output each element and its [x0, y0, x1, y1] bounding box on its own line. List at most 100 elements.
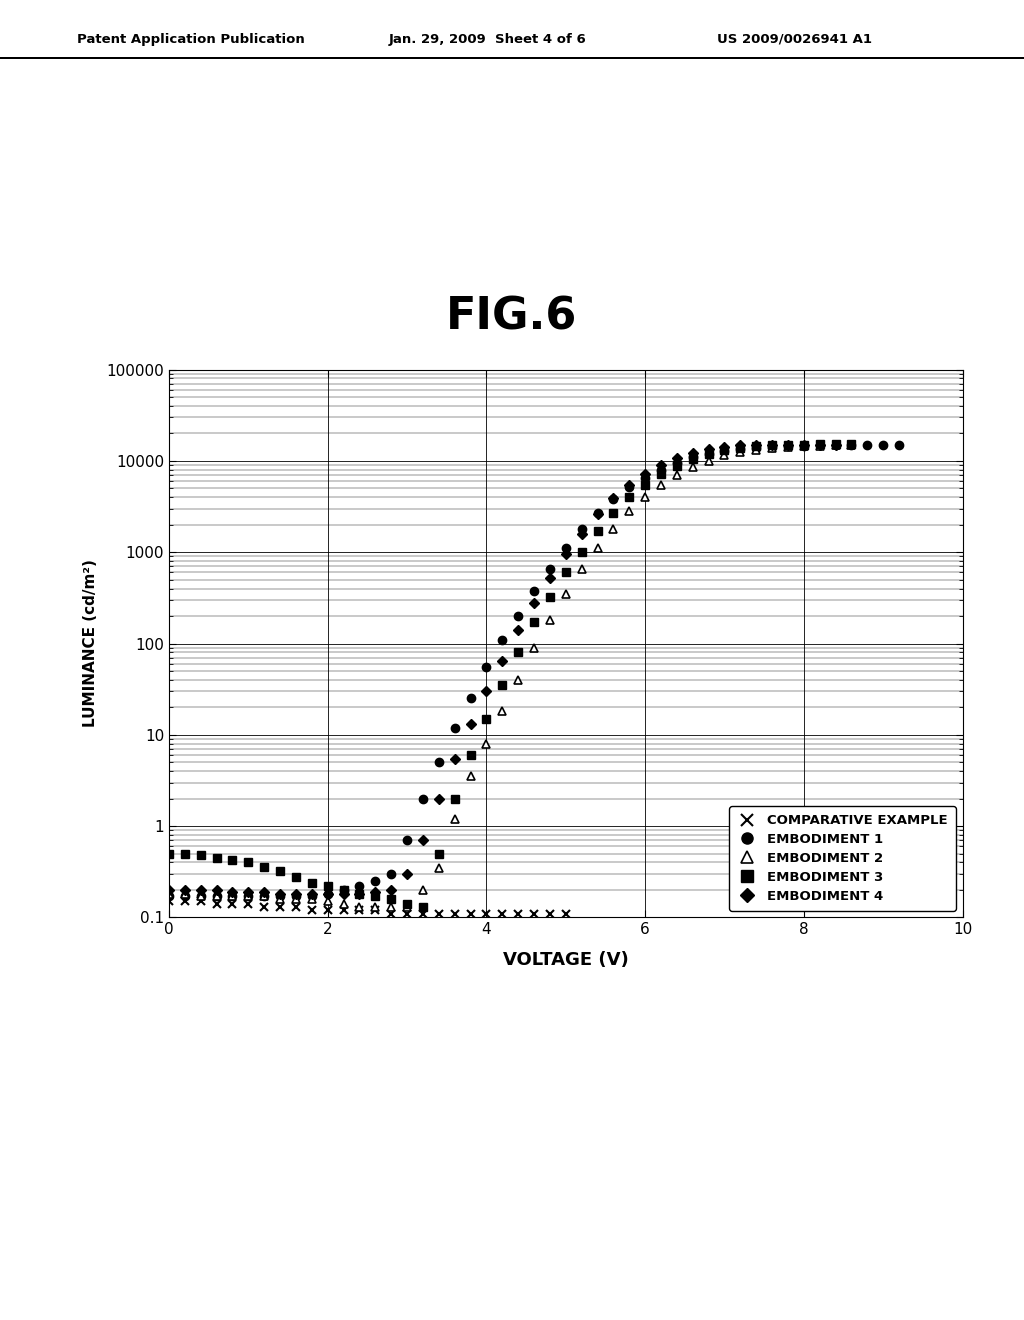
EMBODIMENT 2 — [623, 503, 635, 519]
EMBODIMENT 3 — [719, 442, 731, 458]
EMBODIMENT 1 — [322, 886, 334, 902]
EMBODIMENT 2 — [258, 888, 270, 904]
EMBODIMENT 4 — [306, 886, 318, 902]
EMBODIMENT 3 — [846, 437, 858, 453]
EMBODIMENT 1 — [734, 441, 746, 457]
EMBODIMENT 2 — [401, 899, 414, 915]
EMBODIMENT 3 — [751, 438, 763, 454]
EMBODIMENT 4 — [687, 445, 699, 461]
EMBODIMENT 4 — [782, 437, 795, 453]
EMBODIMENT 2 — [163, 886, 175, 902]
EMBODIMENT 4 — [814, 437, 826, 453]
EMBODIMENT 2 — [671, 467, 683, 483]
EMBODIMENT 2 — [829, 437, 842, 453]
COMPARATIVE EXAMPLE — [528, 906, 541, 921]
Text: Jan. 29, 2009  Sheet 4 of 6: Jan. 29, 2009 Sheet 4 of 6 — [389, 33, 587, 46]
COMPARATIVE EXAMPLE — [560, 906, 572, 921]
EMBODIMENT 2 — [179, 886, 191, 902]
EMBODIMENT 3 — [290, 869, 302, 884]
EMBODIMENT 4 — [211, 882, 223, 898]
EMBODIMENT 3 — [211, 850, 223, 866]
EMBODIMENT 3 — [798, 437, 810, 453]
EMBODIMENT 1 — [846, 437, 858, 453]
EMBODIMENT 2 — [432, 859, 444, 875]
EMBODIMENT 2 — [195, 888, 207, 904]
Line: EMBODIMENT 3: EMBODIMENT 3 — [165, 440, 856, 911]
EMBODIMENT 4 — [226, 884, 239, 900]
EMBODIMENT 1 — [798, 438, 810, 454]
EMBODIMENT 3 — [179, 846, 191, 862]
EMBODIMENT 3 — [353, 886, 366, 902]
EMBODIMENT 3 — [417, 899, 429, 915]
EMBODIMENT 2 — [782, 440, 795, 455]
EMBODIMENT 1 — [258, 888, 270, 904]
EMBODIMENT 2 — [353, 899, 366, 915]
EMBODIMENT 3 — [607, 504, 620, 520]
COMPARATIVE EXAMPLE — [401, 906, 414, 921]
COMPARATIVE EXAMPLE — [432, 906, 444, 921]
Line: EMBODIMENT 1: EMBODIMENT 1 — [165, 441, 903, 900]
EMBODIMENT 4 — [385, 882, 397, 898]
EMBODIMENT 2 — [449, 810, 461, 826]
Line: EMBODIMENT 4: EMBODIMENT 4 — [166, 441, 839, 898]
EMBODIMENT 1 — [829, 437, 842, 453]
EMBODIMENT 4 — [623, 477, 635, 492]
EMBODIMENT 1 — [401, 833, 414, 849]
COMPARATIVE EXAMPLE — [226, 896, 239, 912]
EMBODIMENT 4 — [702, 441, 715, 457]
EMBODIMENT 3 — [814, 437, 826, 453]
EMBODIMENT 3 — [401, 896, 414, 912]
EMBODIMENT 4 — [592, 507, 604, 523]
COMPARATIVE EXAMPLE — [497, 906, 509, 921]
EMBODIMENT 1 — [370, 873, 382, 888]
EMBODIMENT 1 — [497, 632, 509, 648]
EMBODIMENT 1 — [179, 888, 191, 904]
EMBODIMENT 1 — [782, 438, 795, 454]
EMBODIMENT 1 — [639, 470, 651, 486]
EMBODIMENT 4 — [243, 884, 255, 900]
COMPARATIVE EXAMPLE — [385, 906, 397, 921]
EMBODIMENT 2 — [306, 891, 318, 907]
EMBODIMENT 3 — [338, 882, 350, 898]
EMBODIMENT 4 — [432, 791, 444, 807]
EMBODIMENT 2 — [592, 540, 604, 556]
EMBODIMENT 2 — [338, 896, 350, 912]
EMBODIMENT 1 — [592, 504, 604, 520]
EMBODIMENT 1 — [878, 437, 890, 453]
EMBODIMENT 3 — [560, 565, 572, 581]
EMBODIMENT 2 — [734, 444, 746, 459]
EMBODIMENT 3 — [655, 466, 668, 482]
COMPARATIVE EXAMPLE — [243, 896, 255, 912]
EMBODIMENT 2 — [528, 640, 541, 656]
EMBODIMENT 4 — [528, 595, 541, 611]
EMBODIMENT 1 — [512, 609, 524, 624]
COMPARATIVE EXAMPLE — [195, 894, 207, 909]
EMBODIMENT 3 — [306, 875, 318, 891]
EMBODIMENT 3 — [258, 859, 270, 875]
EMBODIMENT 1 — [814, 437, 826, 453]
COMPARATIVE EXAMPLE — [512, 906, 524, 921]
EMBODIMENT 3 — [829, 437, 842, 453]
EMBODIMENT 1 — [544, 561, 556, 577]
EMBODIMENT 3 — [432, 846, 444, 862]
EMBODIMENT 3 — [702, 446, 715, 462]
X-axis label: VOLTAGE (V): VOLTAGE (V) — [503, 952, 629, 969]
EMBODIMENT 4 — [766, 437, 778, 453]
EMBODIMENT 2 — [702, 453, 715, 469]
COMPARATIVE EXAMPLE — [417, 906, 429, 921]
EMBODIMENT 1 — [655, 462, 668, 478]
EMBODIMENT 2 — [480, 735, 493, 751]
EMBODIMENT 3 — [274, 863, 287, 879]
EMBODIMENT 2 — [465, 768, 477, 784]
EMBODIMENT 1 — [719, 444, 731, 459]
EMBODIMENT 4 — [512, 622, 524, 638]
EMBODIMENT 1 — [766, 440, 778, 455]
EMBODIMENT 3 — [512, 644, 524, 660]
EMBODIMENT 1 — [528, 582, 541, 598]
COMPARATIVE EXAMPLE — [322, 903, 334, 919]
EMBODIMENT 1 — [480, 659, 493, 675]
EMBODIMENT 2 — [687, 459, 699, 475]
EMBODIMENT 2 — [243, 888, 255, 904]
EMBODIMENT 2 — [211, 888, 223, 904]
EMBODIMENT 2 — [560, 586, 572, 602]
